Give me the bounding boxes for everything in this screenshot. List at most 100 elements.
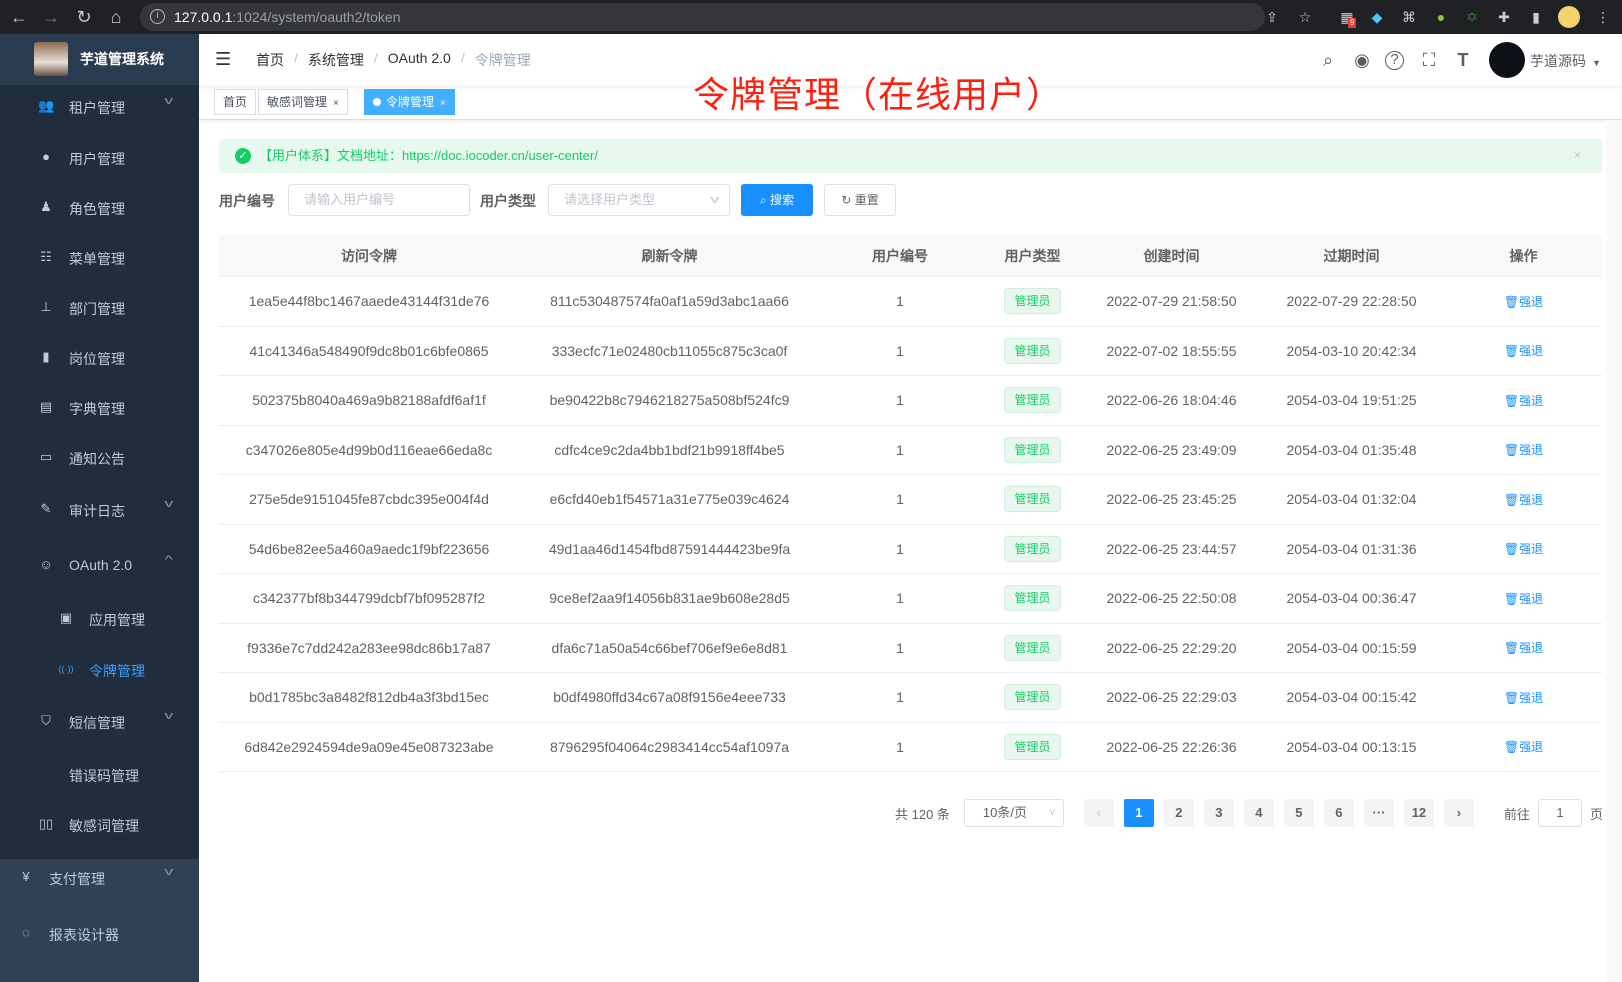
force-logout-button[interactable]: 🗑强退 [1504, 493, 1543, 507]
page-button[interactable]: 3 [1203, 799, 1234, 827]
prev-page-button[interactable]: ‹ [1083, 799, 1114, 827]
force-logout-button[interactable]: 🗑强退 [1504, 542, 1543, 556]
extension-cmd-icon[interactable]: ⌘ [1402, 9, 1416, 25]
sidebar-item-3[interactable]: ☷ 菜单管理 [0, 233, 199, 283]
force-logout-button[interactable]: 🗑强退 [1504, 691, 1543, 705]
force-logout-button[interactable]: 🗑强退 [1504, 443, 1543, 457]
sidebar-item-5[interactable]: ▮ 岗位管理 [0, 333, 199, 383]
extension-gem-icon[interactable]: ◆ [1371, 9, 1383, 25]
page-button[interactable]: 1 [1123, 799, 1154, 827]
cell-refresh-token: be90422b8c7946218275a508bf524fc9 [549, 392, 790, 409]
alert-close-icon[interactable]: × [1574, 148, 1582, 162]
profile-avatar[interactable] [1558, 6, 1580, 28]
cell-user-type: 管理员 [980, 733, 1085, 760]
sidebar-item-label: 短信管理 [69, 715, 125, 731]
sidebar-item-16[interactable]: ◌ 报表设计器 [0, 909, 199, 959]
next-page-button[interactable]: › [1443, 799, 1474, 827]
cell-actions: 🗑强退 [1445, 392, 1602, 409]
sidebar-item-13[interactable]: 错误码管理 [0, 750, 199, 800]
force-logout-button[interactable]: 🗑强退 [1504, 641, 1543, 655]
site-info-icon[interactable]: i [150, 9, 165, 24]
reset-button[interactable]: ↻ 重置 [824, 184, 896, 216]
menu-kebab-icon[interactable]: ⋮ [1596, 9, 1610, 25]
fullscreen-icon[interactable]: ⛶ [1422, 50, 1436, 70]
user-type-select[interactable]: 请选择用户类型 v [548, 184, 730, 216]
caret-down-icon[interactable]: ▼ [1592, 58, 1601, 68]
sidebar-item-15[interactable]: ¥ 支付管理 v [0, 853, 199, 903]
search-icon[interactable]: ⌕ [1322, 50, 1334, 70]
logo[interactable]: 芋道管理系统 [0, 34, 199, 85]
home-icon[interactable]: ⌂ [110, 7, 122, 27]
cell-actions: 🗑强退 [1445, 491, 1602, 508]
page-button[interactable]: 4 [1243, 799, 1274, 827]
username[interactable]: 芋道源码 [1530, 53, 1586, 69]
force-logout-button[interactable]: 🗑强退 [1504, 592, 1543, 606]
sidebar-item-2[interactable]: ♟ 角色管理 [0, 183, 199, 233]
search-button[interactable]: ⌕ 搜索 [741, 184, 813, 216]
cell-user-type: 管理员 [980, 585, 1085, 612]
sidebar-item-7[interactable]: ▭ 通知公告 [0, 433, 199, 483]
page-button[interactable]: 2 [1163, 799, 1194, 827]
page-scrollbar[interactable] [1606, 120, 1622, 982]
tree-table-icon: ☷ [40, 249, 52, 264]
page-button[interactable]: 6 [1323, 799, 1354, 827]
page-button[interactable]: 12 [1403, 799, 1434, 827]
font-size-icon[interactable]: T [1457, 50, 1469, 70]
sidebar-item-0[interactable]: 👥 租户管理 v [0, 82, 199, 132]
breadcrumb-system[interactable]: 系统管理 [307, 52, 364, 68]
force-logout-button[interactable]: 🗑强退 [1504, 295, 1543, 309]
goto-page-input[interactable]: 1 [1537, 799, 1582, 827]
force-logout-button[interactable]: 🗑强退 [1504, 740, 1543, 754]
sidebar-item-6[interactable]: ▤ 字典管理 [0, 383, 199, 433]
tag-sensitive-words[interactable]: 敏感词管理 × [258, 89, 348, 115]
sidebar-item-9[interactable]: ☺ OAuth 2.0 ^ [0, 541, 199, 591]
cell-actions: 🗑强退 [1445, 590, 1602, 607]
extension-icon[interactable]: ▦ 9 [1340, 9, 1357, 28]
page-annotation-title: 令牌管理（在线用户） [693, 74, 1064, 115]
sidebar-item-4[interactable]: ⊥ 部门管理 [0, 283, 199, 333]
extension-circle-icon[interactable]: ● [1436, 9, 1446, 25]
sidebar-item-8[interactable]: ✎ 审计日志 v [0, 485, 199, 535]
close-icon[interactable]: × [333, 98, 339, 109]
share-icon[interactable]: ⇪ [1266, 9, 1278, 25]
breadcrumb-oauth[interactable]: OAuth 2.0 [387, 50, 451, 66]
hamburger-icon[interactable]: ☰ [215, 49, 232, 69]
url-host: 127.0.0.1 [174, 9, 233, 25]
alert-text[interactable]: 【用户体系】文档地址：https://doc.iocoder.cn/user-c… [259, 148, 598, 163]
cell-user-type: 管理员 [980, 684, 1085, 711]
tag-token-management[interactable]: 令牌管理 × [364, 89, 455, 115]
sidebar-item-10[interactable]: ▣ 应用管理 [0, 594, 199, 644]
help-icon[interactable]: ? [1385, 51, 1404, 70]
cell-user-id: 1 [896, 738, 904, 755]
reset-label: 重置 [854, 193, 879, 207]
breadcrumb-home[interactable]: 首页 [256, 52, 284, 68]
cell-refresh-token: 811c530487574fa0af1a59d3abc1aa66 [550, 293, 789, 310]
back-icon[interactable]: ← [10, 7, 28, 27]
sidepanel-icon[interactable]: ▮ [1532, 9, 1540, 25]
page-button[interactable]: 5 [1283, 799, 1314, 827]
extension-star-icon[interactable]: ✡ [1466, 9, 1478, 25]
goto-value: 1 [1556, 805, 1564, 820]
bookmark-star-icon[interactable]: ☆ [1298, 9, 1312, 25]
force-logout-button[interactable]: 🗑强退 [1504, 344, 1543, 358]
report-icon: ◌ [22, 925, 30, 940]
cell-user-id: 1 [896, 689, 904, 706]
delete-icon: 🗑 [1503, 690, 1520, 705]
user-id-input[interactable]: 请输入用户编号 [288, 184, 470, 216]
sidebar-item-1[interactable]: ● 用户管理 [0, 133, 199, 183]
address-bar[interactable]: 127.0.0.1:1024/system/oauth2/token [140, 3, 1265, 31]
sidebar-item-label: 应用管理 [89, 612, 145, 628]
tag-home[interactable]: 首页 [214, 89, 257, 115]
page-button[interactable]: ··· [1363, 799, 1394, 827]
sidebar-item-12[interactable]: ⛉ 短信管理 v [0, 697, 199, 747]
reload-icon[interactable]: ↻ [76, 7, 92, 27]
user-avatar[interactable] [1489, 42, 1525, 78]
force-logout-button[interactable]: 🗑强退 [1504, 394, 1543, 408]
sidebar-item-14[interactable]: ▯▯ 敏感词管理 [0, 800, 199, 850]
close-icon[interactable]: × [440, 98, 446, 109]
forward-icon[interactable]: → [42, 7, 60, 27]
page-size-select[interactable]: 10条/页 v [963, 799, 1064, 827]
github-icon[interactable]: ◉ [1354, 50, 1370, 70]
sidebar-item-11[interactable]: ((·)) 令牌管理 [0, 645, 199, 695]
puzzle-icon[interactable]: ✚ [1498, 9, 1510, 25]
